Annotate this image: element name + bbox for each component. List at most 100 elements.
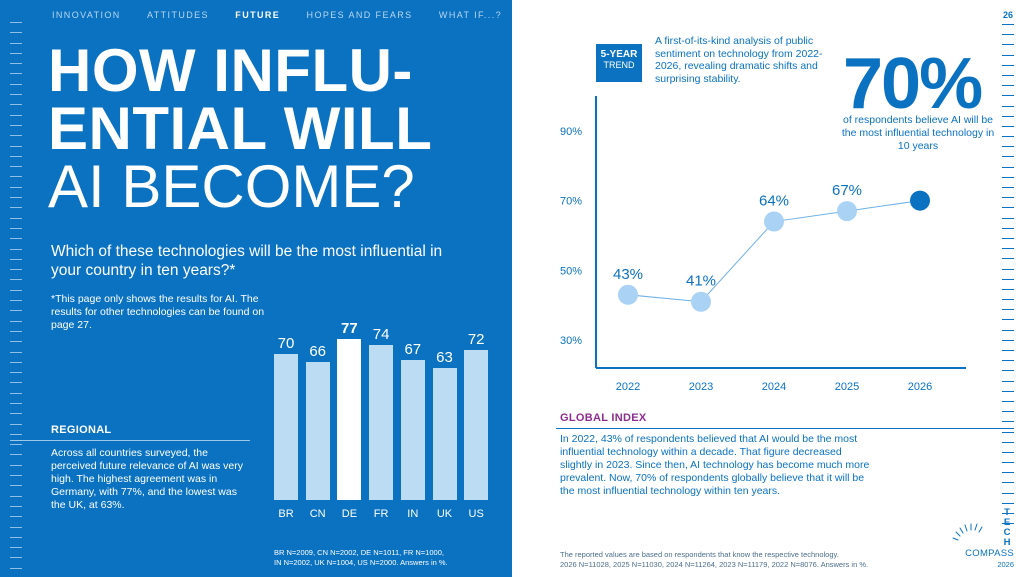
bar-fill (400, 359, 425, 500)
ruler-tick (10, 372, 22, 374)
bar-value-label: 66 (309, 343, 327, 361)
ruler-tick (10, 145, 22, 147)
x-tick-label: 2023 (689, 381, 713, 393)
data-point (691, 291, 711, 312)
nav-item-innovation[interactable]: INNOVATION (52, 10, 121, 20)
ruler-tick (10, 536, 22, 538)
ruler-tick (1002, 502, 1014, 504)
ruler-tick (10, 464, 22, 466)
ruler-tick (10, 207, 22, 209)
ruler-tick (10, 454, 22, 456)
ruler-tick (1002, 207, 1014, 209)
brand-letter: H (1003, 537, 1011, 548)
ruler-tick (1002, 166, 1014, 168)
ruler-tick (1002, 237, 1014, 239)
ruler-tick (10, 52, 22, 54)
ruler-tick (10, 320, 22, 322)
ruler-tick (1002, 472, 1014, 474)
ruler-tick (10, 485, 22, 487)
bar-chart-note: BR N=2009, CN N=2002, DE N=1011, FR N=10… (274, 548, 448, 568)
bar-fill (337, 339, 362, 500)
ruler-tick (10, 567, 22, 569)
bar-value-label: 72 (467, 330, 485, 348)
data-label: 43% (613, 266, 643, 283)
ruler-tick (10, 186, 22, 188)
bar-de (337, 339, 362, 500)
ruler-tick (10, 526, 22, 528)
headline-line-2: ENTIAL WILL (48, 95, 433, 162)
bar-uk (432, 368, 457, 500)
ruler-tick (1002, 146, 1014, 148)
compass-rays-icon (952, 523, 983, 541)
y-tick-label: 70% (560, 196, 582, 208)
line-chart-note: The reported values are based on respond… (560, 550, 868, 569)
ruler-tick (1002, 24, 1014, 25)
bar-chart-note-line-2: IN N=2002, UK N=1004, US N=2000. Answers… (274, 558, 448, 567)
ruler-tick (1002, 441, 1014, 443)
ruler-tick (1002, 197, 1014, 199)
trend-badge-line-1: 5-YEAR (600, 49, 638, 60)
ruler-tick (10, 475, 22, 477)
bar-category-label: UK (436, 508, 453, 520)
nav-item-hopes-and-fears[interactable]: HOPES AND FEARS (306, 10, 413, 20)
headline-line-1: HOW INFLU- (48, 37, 413, 104)
ruler-tick (1002, 350, 1014, 351)
nav-item-future[interactable]: FUTURE (235, 10, 281, 20)
bar-category-label: CN (309, 508, 326, 520)
global-index-divider (556, 428, 1014, 429)
nav-item-what-if[interactable]: WHAT IF...? (438, 10, 502, 20)
ruler-tick (10, 217, 22, 219)
ruler-tick (10, 166, 22, 168)
ruler-tick (1002, 492, 1014, 494)
ruler-tick (1002, 278, 1014, 280)
bar-value-label: 77 (341, 320, 358, 338)
ruler-tick (10, 516, 22, 518)
data-point (764, 211, 784, 232)
regional-title: REGIONAL (51, 424, 112, 436)
headline-line-3: AI BECOME? (48, 153, 415, 220)
bar-br (274, 353, 298, 500)
ruler-tick (10, 330, 22, 332)
ruler-tick (10, 135, 22, 137)
trend-description: A first-of-its-kind analysis of public s… (655, 35, 823, 85)
ruler-tick (10, 155, 22, 157)
bar-fr (369, 345, 394, 500)
ruler-tick (1002, 421, 1014, 423)
ruler-tick (1002, 44, 1014, 46)
ruler-tick (10, 197, 22, 199)
ruler-tick (1002, 299, 1014, 301)
ruler-tick (10, 73, 22, 75)
bar-value-label: 63 (436, 349, 453, 367)
ruler-tick (1002, 268, 1014, 270)
trend-badge: 5-YEAR TREND (596, 44, 642, 82)
ruler-tick (1002, 227, 1014, 229)
trend-badge-line-2: TREND (603, 60, 635, 70)
brand-name: COMPASS (965, 548, 1014, 559)
left-tick-ruler (10, 22, 22, 577)
nav-item-attitudes[interactable]: ATTITUDES (147, 10, 209, 20)
ruler-tick (10, 83, 22, 85)
ruler-tick (1002, 462, 1014, 464)
ruler-tick (10, 176, 22, 178)
bar-fill (464, 349, 489, 500)
bar-category-label: IN (407, 508, 419, 520)
ruler-tick (1002, 187, 1014, 188)
brand-letter: T (1004, 507, 1010, 518)
ruler-tick (1002, 105, 1014, 107)
survey-question: Which of these technologies will be the … (51, 243, 443, 279)
ruler-tick (1002, 176, 1014, 178)
bar-category-label: BR (278, 508, 294, 520)
ruler-tick (1002, 95, 1014, 97)
highlight-percentage: 70% (843, 44, 983, 124)
ruler-tick (10, 32, 22, 34)
x-tick-label: 2025 (835, 381, 859, 393)
ruler-tick (1002, 390, 1014, 392)
ruler-tick (10, 63, 22, 65)
ruler-tick (10, 433, 22, 435)
ruler-tick (10, 114, 22, 116)
global-index-text: In 2022, 43% of respondents believed tha… (560, 433, 870, 497)
ruler-tick (1002, 339, 1014, 341)
ruler-tick (10, 351, 22, 353)
ruler-tick (10, 557, 22, 559)
ruler-tick (1002, 411, 1014, 413)
